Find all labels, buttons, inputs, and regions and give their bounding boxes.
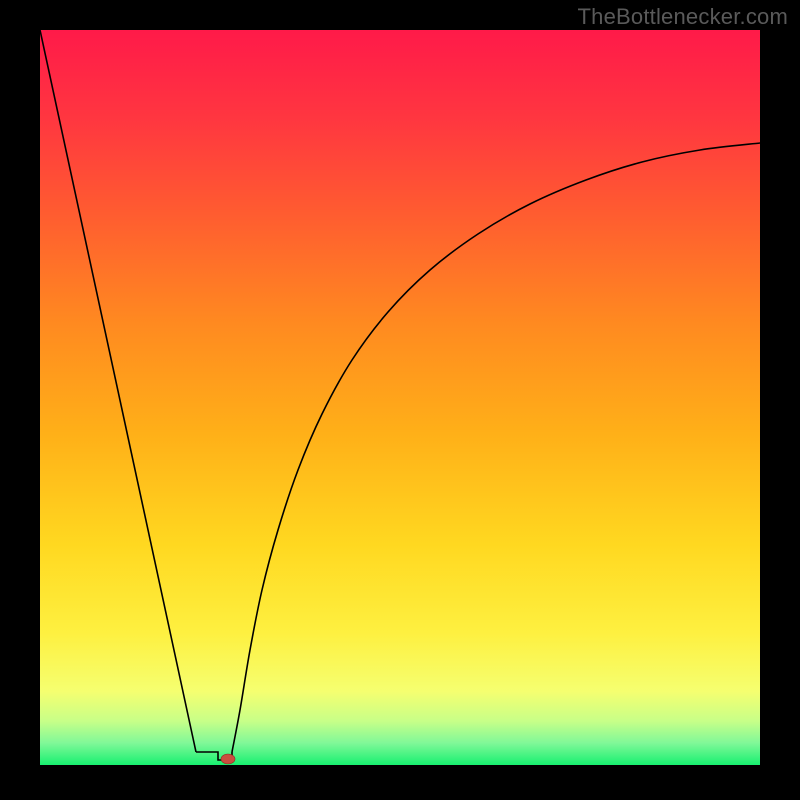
bottleneck-chart-svg	[0, 0, 800, 800]
chart-background	[40, 30, 760, 765]
page-watermark: TheBottlenecker.com	[578, 4, 788, 30]
chart-marker	[221, 754, 235, 764]
bottleneck-chart	[0, 0, 800, 800]
